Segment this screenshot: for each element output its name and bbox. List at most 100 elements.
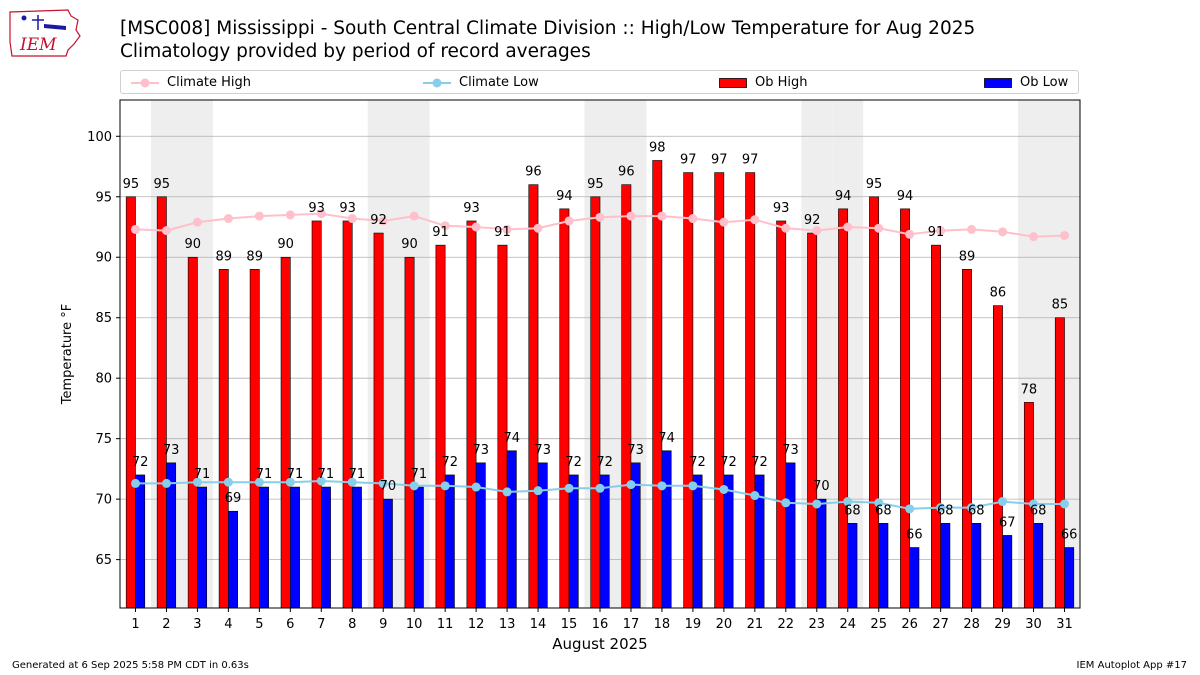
ob-high-value-label: 95 (587, 177, 604, 192)
climate-low-point (223, 477, 233, 487)
climate-high-point (378, 216, 388, 226)
climate-low-point (440, 481, 450, 491)
climate-low-point (409, 481, 419, 491)
ob-high-bar (962, 269, 972, 609)
ob-high-value-label: 90 (277, 237, 294, 252)
climate-low-swatch-icon (423, 78, 451, 87)
ob-high-bar (931, 244, 941, 609)
climate-low-point (657, 481, 667, 491)
climate-low-point (626, 480, 636, 490)
ob-high-bar (869, 196, 880, 609)
climate-low-point (192, 477, 202, 487)
x-tick-label: 25 (870, 617, 887, 632)
y-tick-label: 100 (87, 130, 112, 145)
ob-high-bar (683, 172, 694, 609)
bars (125, 160, 1075, 609)
ob-low-value-label: 70 (380, 479, 397, 494)
ob-high-value-label: 97 (742, 153, 759, 168)
climate-low-point (285, 477, 295, 487)
climate-low-point (533, 486, 543, 496)
iem-logo: IEM (9, 9, 81, 57)
x-tick-label: 17 (623, 617, 640, 632)
climate-low-point (967, 503, 977, 513)
ob-high-bar (125, 196, 136, 609)
ob-low-value-label: 72 (565, 455, 582, 470)
climate-high-point (502, 224, 512, 234)
climate-low-point (1029, 499, 1039, 509)
climate-high-point (223, 214, 233, 224)
ob-low-value-label: 72 (596, 455, 613, 470)
ob-low-value-label: 72 (132, 455, 149, 470)
climate-high-point (936, 226, 946, 236)
ob-high-value-label: 93 (463, 201, 480, 216)
x-tick-label: 12 (468, 617, 485, 632)
ob-high-bar (342, 220, 353, 609)
ob-low-value-label: 72 (751, 455, 768, 470)
climate-high-point (347, 214, 357, 224)
climate-high-point (688, 214, 698, 224)
y-tick-label: 70 (95, 493, 112, 508)
ob-low-value-label: 74 (658, 431, 675, 446)
ob-high-bar (652, 160, 663, 609)
ob-low-value-label: 71 (194, 467, 211, 482)
x-tick-label: 18 (654, 617, 671, 632)
ob-high-value-label: 98 (649, 140, 666, 155)
ob-low-bar (723, 474, 734, 609)
ob-low-bar (290, 486, 300, 609)
climate-high-point (812, 226, 822, 236)
ob-low-value-label: 73 (473, 443, 490, 458)
ob-low-value-label: 72 (442, 455, 459, 470)
x-tick-label: 10 (406, 617, 423, 632)
climate-lines (130, 209, 1070, 514)
x-tick-label: 24 (839, 617, 856, 632)
climate-high-point (967, 224, 977, 234)
y-tick-label: 65 (95, 553, 112, 568)
climate-low-point (130, 478, 140, 488)
ob-high-bar (992, 305, 1003, 609)
x-tick-label: 16 (592, 617, 609, 632)
climate-high-swatch-icon (131, 78, 159, 87)
legend-item-climate-low: Climate Low (423, 74, 539, 91)
ob-low-bar (785, 462, 796, 609)
climate-low-point (936, 503, 946, 513)
climate-high-point (564, 216, 574, 226)
ob-high-bar (528, 184, 539, 609)
ob-low-bar (878, 523, 889, 609)
ob-high-bar (559, 208, 570, 609)
legend-label: Climate Low (459, 75, 539, 90)
ob-high-value-label: 95 (866, 177, 883, 192)
climate-low-point (564, 483, 574, 493)
ob-high-value-label: 94 (835, 189, 852, 204)
ob-low-value-label: 74 (503, 431, 520, 446)
climate-high-point (1060, 230, 1070, 240)
x-tick-label: 28 (963, 617, 980, 632)
ob-high-value-label: 93 (339, 201, 356, 216)
climate-high-point (533, 223, 543, 233)
ob-low-bar (506, 450, 517, 609)
ob-high-value-label: 96 (525, 165, 542, 180)
climate-low-point (719, 484, 729, 494)
ob-low-value-label: 68 (968, 503, 985, 518)
legend-label: Ob High (755, 75, 808, 90)
ob-low-value-label: 73 (627, 443, 644, 458)
ob-high-value-label: 89 (959, 249, 976, 264)
ob-low-bar (971, 523, 982, 609)
generated-timestamp: Generated at 6 Sep 2025 5:58 PM CDT in 0… (12, 660, 249, 671)
x-tick-label: 1 (131, 617, 139, 632)
ob-low-bar (444, 474, 455, 609)
ob-high-bar (187, 256, 198, 609)
x-tick-label: 3 (193, 617, 201, 632)
climate-low-point (347, 477, 357, 487)
climate-high-point (657, 211, 667, 221)
ob-low-bar (599, 474, 610, 609)
climate-low-point (595, 483, 605, 493)
climate-high-point (750, 215, 760, 225)
climate-low-point (316, 476, 326, 486)
ob-low-value-label: 66 (1061, 528, 1078, 543)
ob-high-value-label: 86 (990, 286, 1007, 301)
climate-low-point (502, 487, 512, 497)
legend: Climate High Climate Low Ob High Ob Low (120, 70, 1079, 94)
climate-low-point (1060, 499, 1070, 509)
ob-high-value-label: 91 (432, 225, 449, 240)
